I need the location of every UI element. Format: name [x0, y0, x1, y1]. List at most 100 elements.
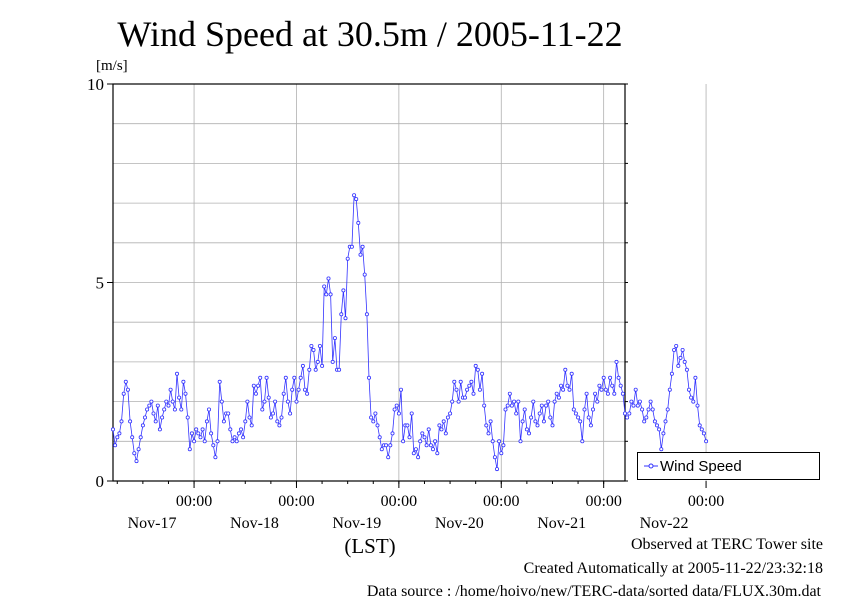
data-point: [311, 347, 316, 352]
data-point: [597, 383, 602, 388]
data-point: [309, 343, 314, 348]
data-point: [475, 367, 480, 372]
data-point: [179, 407, 184, 412]
data-point: [576, 415, 581, 420]
footer-data-source: Data source : /home/hoivo/new/TERC-data/…: [366, 583, 821, 600]
data-point: [298, 375, 303, 380]
x-axis: 00:00Nov-1700:00Nov-1800:00Nov-1900:00No…: [116, 481, 724, 532]
data-point: [366, 375, 371, 380]
data-point: [256, 383, 261, 388]
data-point: [379, 447, 384, 452]
data-point: [128, 419, 133, 424]
data-point: [147, 403, 152, 408]
data-point: [601, 375, 606, 380]
data-point: [580, 439, 585, 444]
y-axis: 0 5 10: [87, 75, 628, 491]
footer-observed-site: Observed at TERC Tower site: [630, 536, 823, 553]
x-tick-label-date: Nov-19: [332, 515, 381, 532]
data-point: [567, 387, 572, 392]
data-point: [439, 427, 444, 432]
data-point: [428, 443, 433, 448]
data-point: [659, 447, 664, 452]
data-point: [650, 407, 655, 412]
data-point: [484, 423, 489, 428]
data-point: [373, 411, 378, 416]
data-point: [561, 387, 566, 392]
data-point: [452, 379, 457, 384]
data-point: [398, 387, 403, 392]
data-point: [441, 419, 446, 424]
data-point: [356, 220, 361, 225]
data-point: [593, 391, 598, 396]
x-axis-title: (LST): [344, 534, 396, 558]
data-point: [217, 379, 222, 384]
data-point: [588, 423, 593, 428]
data-point: [554, 391, 559, 396]
data-point: [192, 439, 197, 444]
data-point: [571, 407, 576, 412]
data-point: [230, 439, 235, 444]
data-point: [448, 411, 453, 416]
data-point: [320, 363, 325, 368]
data-point: [635, 403, 640, 408]
data-point: [430, 447, 435, 452]
x-tick-label-time: 00:00: [585, 493, 621, 510]
data-point: [652, 419, 657, 424]
data-point: [294, 399, 299, 404]
data-point: [166, 403, 171, 408]
data-point: [667, 387, 672, 392]
data-point: [115, 435, 120, 440]
data-point: [142, 415, 147, 420]
y-tick-label: 5: [96, 274, 105, 293]
data-point: [337, 367, 342, 372]
footer-created-time: Created Automatically at 2005-11-22/23:3…: [523, 560, 823, 577]
data-point: [352, 193, 357, 198]
data-point: [595, 399, 600, 404]
data-point: [522, 407, 527, 412]
chart-title: Wind Speed at 30.5m / 2005-11-22: [117, 14, 623, 54]
legend-label-wind-speed: Wind Speed: [660, 458, 742, 475]
data-point: [358, 252, 363, 257]
data-point: [450, 399, 455, 404]
data-point: [620, 391, 625, 396]
data-point: [490, 439, 495, 444]
data-point: [569, 371, 574, 376]
data-point: [663, 419, 668, 424]
data-point: [539, 403, 544, 408]
y-axis-unit-label: [m/s]: [96, 58, 128, 74]
data-point: [302, 387, 307, 392]
data-point: [646, 407, 651, 412]
data-point: [697, 423, 702, 428]
data-point: [420, 431, 425, 436]
data-point: [537, 411, 542, 416]
data-point: [170, 399, 175, 404]
data-point: [458, 379, 463, 384]
data-point: [136, 447, 141, 452]
data-point: [300, 363, 305, 368]
x-tick-label-date: Nov-22: [640, 515, 689, 532]
data-point: [270, 411, 275, 416]
data-point: [629, 399, 634, 404]
data-point: [637, 399, 642, 404]
data-point: [605, 391, 610, 396]
data-point: [117, 431, 122, 436]
data-point: [488, 419, 493, 424]
data-point: [614, 359, 619, 364]
data-point: [130, 435, 135, 440]
x-tick-label-date: Nov-17: [128, 515, 177, 532]
data-point: [655, 423, 660, 428]
data-point: [699, 427, 704, 432]
data-point: [392, 407, 397, 412]
data-point: [189, 431, 194, 436]
data-point: [134, 459, 139, 464]
data-point: [332, 336, 337, 341]
data-point: [394, 403, 399, 408]
data-point: [435, 451, 440, 456]
data-point: [362, 272, 367, 277]
data-point: [313, 367, 318, 372]
data-point: [396, 411, 401, 416]
data-point: [202, 439, 207, 444]
data-point: [275, 419, 280, 424]
data-point: [648, 399, 653, 404]
